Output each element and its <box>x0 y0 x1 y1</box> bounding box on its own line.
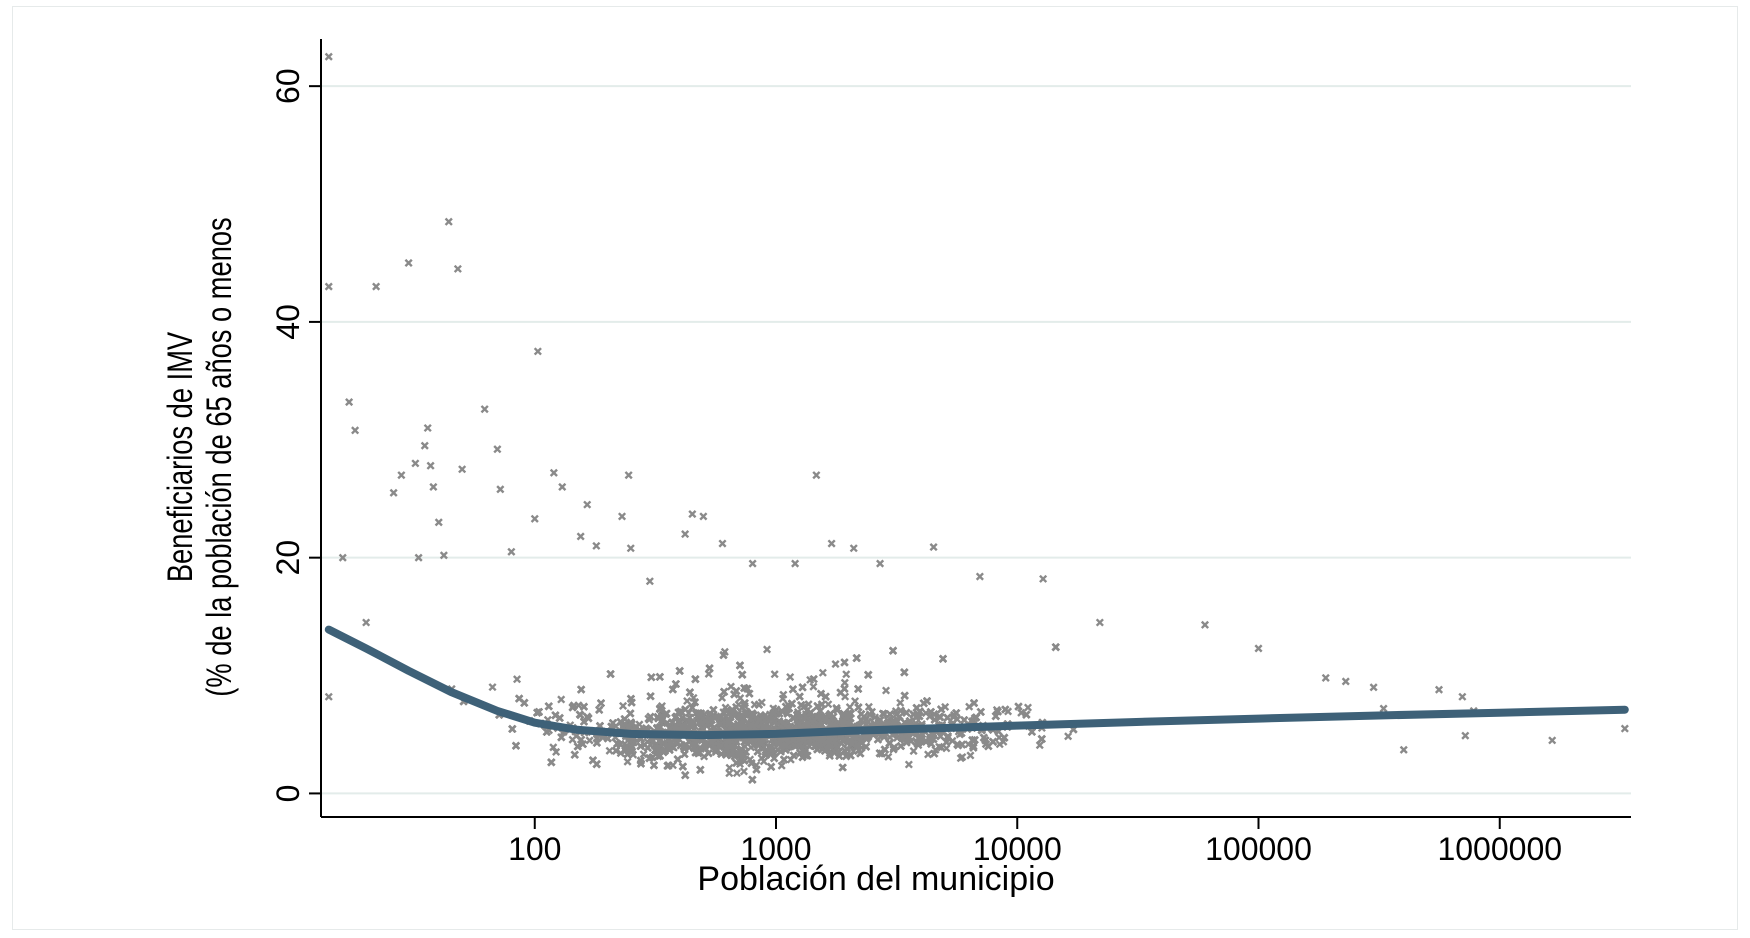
scatter-point <box>741 768 747 774</box>
scatter-point <box>925 751 931 757</box>
scatter-point <box>906 761 912 767</box>
scatter-point <box>843 671 849 677</box>
scatter-point <box>885 754 891 760</box>
scatter-point <box>897 700 903 706</box>
scatter-point <box>606 748 612 754</box>
scatter-point <box>1065 733 1071 739</box>
scatter-point <box>764 646 770 652</box>
scatter-point <box>514 676 520 682</box>
scatter-point <box>558 696 564 702</box>
scatter-point <box>684 698 690 704</box>
scatter-point <box>883 687 889 693</box>
scatter-point <box>706 671 712 677</box>
scatter-point <box>624 758 630 764</box>
scatter-point <box>620 703 626 709</box>
scatter-point <box>852 698 858 704</box>
scatter-point <box>820 670 826 676</box>
scatter-point <box>832 661 838 667</box>
scatter-point <box>726 770 732 776</box>
gridlines <box>321 86 1631 793</box>
scatter-point <box>1037 742 1043 748</box>
scatter-point <box>825 701 831 707</box>
scatter-point <box>967 752 973 758</box>
scatter-point <box>787 674 793 680</box>
scatter-point <box>586 737 592 743</box>
scatter-point <box>847 704 853 710</box>
scatter-point <box>810 683 816 689</box>
scatter-point <box>842 679 848 685</box>
scatter-points <box>326 53 1628 782</box>
scatter-point <box>489 684 495 690</box>
scatter-point <box>1025 704 1031 710</box>
chart-frame: 0 20 40 60 100 1000 10000 100000 1000000 Poblac… <box>12 6 1738 930</box>
scatter-point <box>719 695 725 701</box>
scatter-point <box>640 751 646 757</box>
scatter-point <box>569 736 575 742</box>
scatter-point <box>734 770 740 776</box>
scatter-point <box>771 671 777 677</box>
